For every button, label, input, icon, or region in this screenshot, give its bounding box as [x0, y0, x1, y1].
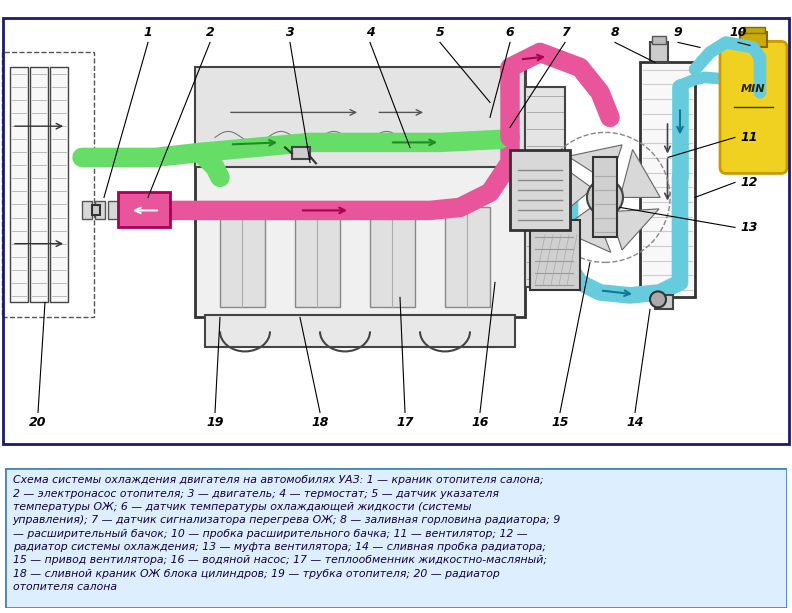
Text: 13: 13: [740, 221, 757, 234]
Bar: [655, 295, 673, 310]
Text: 19: 19: [206, 416, 224, 429]
Text: 8: 8: [611, 26, 619, 39]
Text: 11: 11: [740, 131, 757, 144]
Bar: [530, 220, 580, 290]
Text: 5: 5: [436, 26, 444, 39]
Polygon shape: [568, 145, 622, 183]
Text: 3: 3: [286, 26, 295, 39]
Bar: [108, 202, 118, 219]
Text: 17: 17: [396, 416, 413, 429]
Bar: [2, 52, 94, 318]
Polygon shape: [560, 206, 611, 253]
Bar: [510, 150, 570, 230]
Text: 12: 12: [740, 176, 757, 189]
FancyBboxPatch shape: [720, 42, 787, 173]
Polygon shape: [620, 150, 661, 197]
Text: 9: 9: [674, 26, 683, 39]
Text: 16: 16: [471, 416, 489, 429]
Text: 18: 18: [311, 416, 329, 429]
Bar: [10, 67, 28, 302]
Text: 20: 20: [29, 416, 47, 429]
Bar: [95, 202, 105, 219]
Bar: [370, 207, 415, 307]
Text: 7: 7: [561, 26, 569, 39]
Text: 6: 6: [505, 26, 514, 39]
Text: 15: 15: [551, 416, 569, 429]
Polygon shape: [610, 209, 659, 250]
Circle shape: [650, 291, 666, 307]
Text: 10: 10: [729, 26, 747, 39]
Text: MIN: MIN: [741, 85, 766, 94]
Bar: [30, 67, 48, 302]
Text: Схема системы охлаждения двигателя на автомобилях УАЗ: 1 — краник отопителя сало: Схема системы охлаждения двигателя на ав…: [13, 475, 561, 592]
Text: 4: 4: [366, 26, 375, 39]
Text: 1: 1: [143, 26, 152, 39]
Bar: [195, 67, 525, 318]
Bar: [652, 36, 666, 44]
Bar: [445, 207, 490, 307]
Bar: [118, 192, 170, 227]
Bar: [640, 63, 695, 297]
Bar: [525, 88, 565, 287]
Bar: [295, 207, 340, 307]
Bar: [292, 147, 310, 159]
Bar: [650, 42, 668, 63]
Bar: [220, 207, 265, 307]
Bar: [740, 32, 767, 47]
Bar: [82, 202, 92, 219]
Bar: [195, 67, 525, 167]
Circle shape: [587, 180, 623, 215]
Bar: [50, 67, 68, 302]
Text: 14: 14: [626, 416, 644, 429]
FancyBboxPatch shape: [5, 468, 787, 608]
Bar: [593, 158, 617, 237]
Text: 2: 2: [206, 26, 215, 39]
Polygon shape: [554, 165, 593, 220]
Bar: [743, 28, 764, 33]
Bar: [92, 205, 100, 215]
Bar: [205, 316, 515, 348]
